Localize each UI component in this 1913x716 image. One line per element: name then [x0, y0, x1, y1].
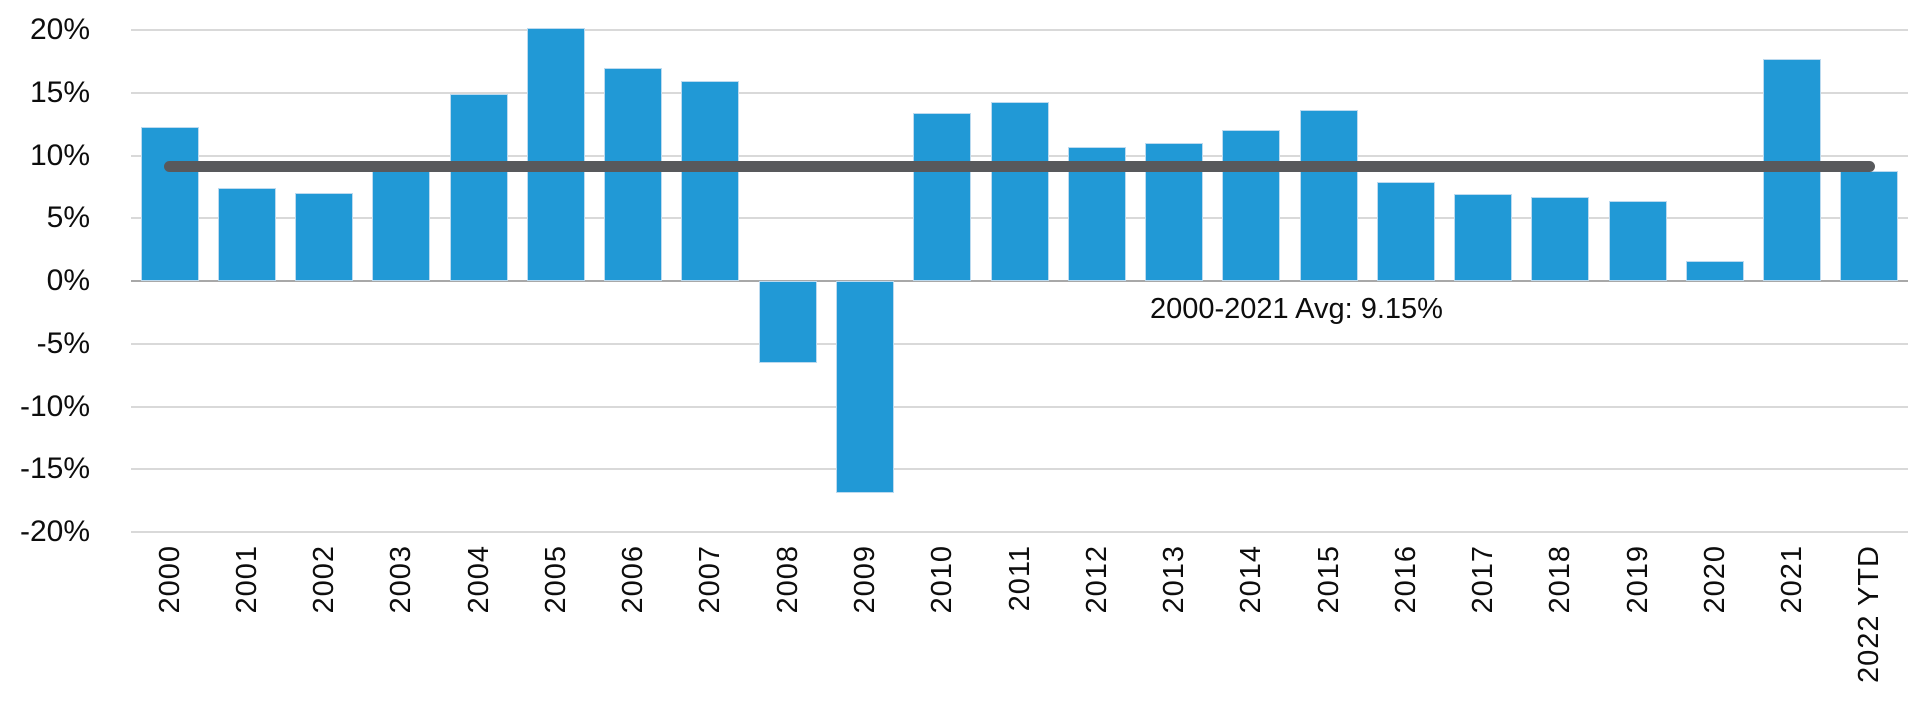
bar-2015 [1299, 110, 1358, 281]
y-tick-label: -5% [36, 326, 90, 360]
x-tick-label: 2001 [230, 545, 263, 614]
x-tick-label: 2022 YTD [1853, 545, 1886, 684]
bar-2001 [217, 188, 276, 281]
x-tick-label: 2016 [1389, 545, 1422, 614]
y-tick-label: 5% [46, 201, 90, 235]
bar-2016 [1376, 181, 1435, 281]
bar-2017 [1454, 194, 1513, 281]
gridline [131, 342, 1908, 345]
x-tick-label: 2021 [1776, 545, 1809, 614]
x-tick-label: 2017 [1467, 545, 1500, 614]
zero-gridline [131, 280, 1908, 282]
x-tick-label: 2015 [1312, 545, 1345, 614]
bar-2004 [449, 94, 508, 281]
gridline [131, 29, 1908, 31]
bar-2003 [372, 170, 431, 281]
x-tick-label: 2004 [462, 545, 495, 614]
bar-2006 [604, 67, 663, 281]
x-tick-label: 2006 [617, 545, 650, 614]
x-tick-label: 2019 [1621, 545, 1654, 614]
bar-2000 [140, 126, 199, 281]
x-tick-label: 2007 [694, 545, 727, 614]
plot-area [131, 27, 1908, 533]
bar-2018 [1531, 196, 1590, 281]
x-tick-label: 2002 [308, 545, 341, 614]
bar-2020 [1685, 260, 1744, 281]
bar-2005 [526, 27, 585, 281]
bar-2014 [1222, 130, 1281, 281]
gridline [131, 531, 1908, 533]
y-tick-label: 20% [29, 13, 90, 46]
x-tick-label: 2014 [1235, 545, 1268, 614]
bar-2010 [913, 112, 972, 281]
x-tick-label: 2003 [385, 545, 418, 614]
x-tick-label: 2012 [1080, 545, 1113, 614]
bar-2002 [295, 193, 354, 281]
x-tick-label: 2000 [153, 545, 186, 614]
gridline [131, 91, 1908, 94]
x-tick-label: 2011 [1003, 545, 1036, 612]
avg-line-annotation: 2000-2021 Avg: 9.15% [1150, 293, 1443, 325]
x-tick-label: 2020 [1698, 545, 1731, 614]
x-tick-label: 2013 [1158, 545, 1191, 614]
bar-2011 [990, 101, 1049, 281]
bar-2009 [835, 281, 894, 494]
x-tick-label: 2018 [1544, 545, 1577, 614]
x-tick-label: 2009 [848, 545, 881, 614]
gridline [131, 405, 1908, 408]
bar-2019 [1608, 200, 1667, 281]
bar-2022 YTD [1840, 170, 1899, 281]
y-tick-label: -10% [19, 389, 90, 423]
y-tick-label: -15% [19, 452, 90, 486]
y-tick-label: -20% [19, 515, 90, 548]
y-tick-label: 10% [29, 138, 90, 172]
gridline [131, 468, 1908, 471]
x-tick-label: 2005 [539, 545, 572, 614]
x-tick-label: 2010 [926, 545, 959, 614]
y-tick-label: 0% [46, 264, 90, 297]
bar-2007 [681, 81, 740, 281]
y-tick-label: 15% [29, 75, 90, 109]
average-line [164, 160, 1875, 172]
x-tick-label: 2008 [771, 545, 804, 614]
bar-2008 [758, 281, 817, 363]
